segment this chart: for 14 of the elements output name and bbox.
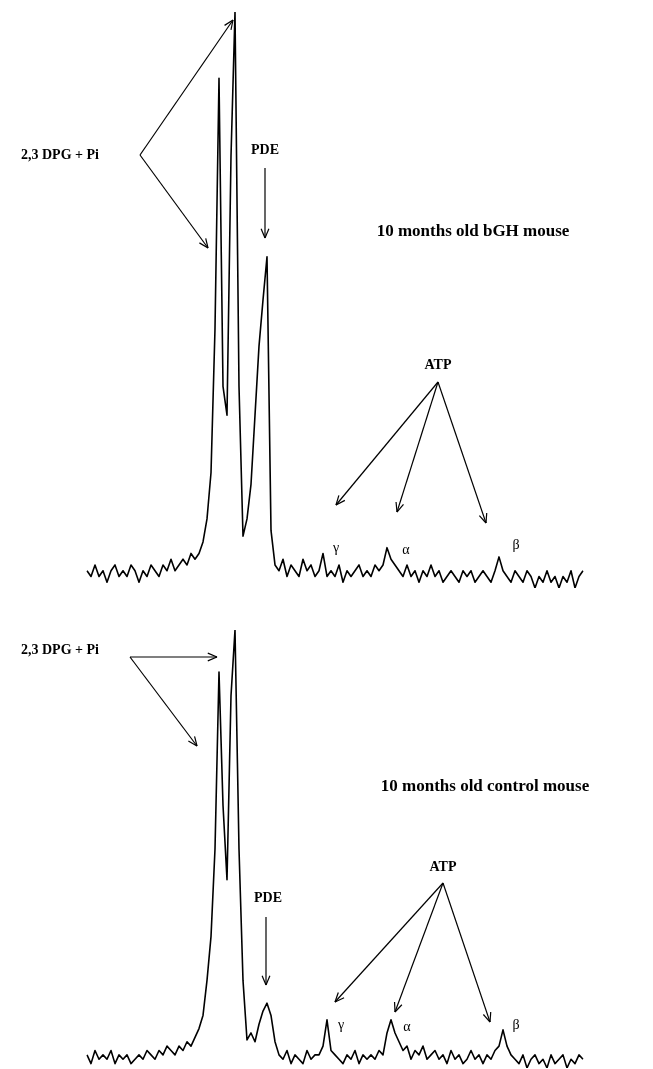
annotation: β	[512, 1017, 520, 1032]
annotation: PDE	[251, 142, 279, 157]
annotation: 2,3 DPG + Pi	[21, 642, 99, 657]
annotation: 2,3 DPG + Pi	[21, 147, 99, 162]
text: 10 months old bGH mouse	[376, 220, 570, 240]
annotation: ATP	[429, 859, 457, 874]
annotation: α	[402, 542, 410, 557]
annotation: γ	[337, 1017, 345, 1032]
annotation: ATP	[424, 357, 452, 372]
annotation: β	[512, 537, 520, 552]
annotation: α	[403, 1019, 411, 1034]
text: 10 months old control mouse	[380, 775, 590, 795]
annotation: γ	[332, 540, 340, 555]
annotation: PDE	[254, 890, 282, 905]
